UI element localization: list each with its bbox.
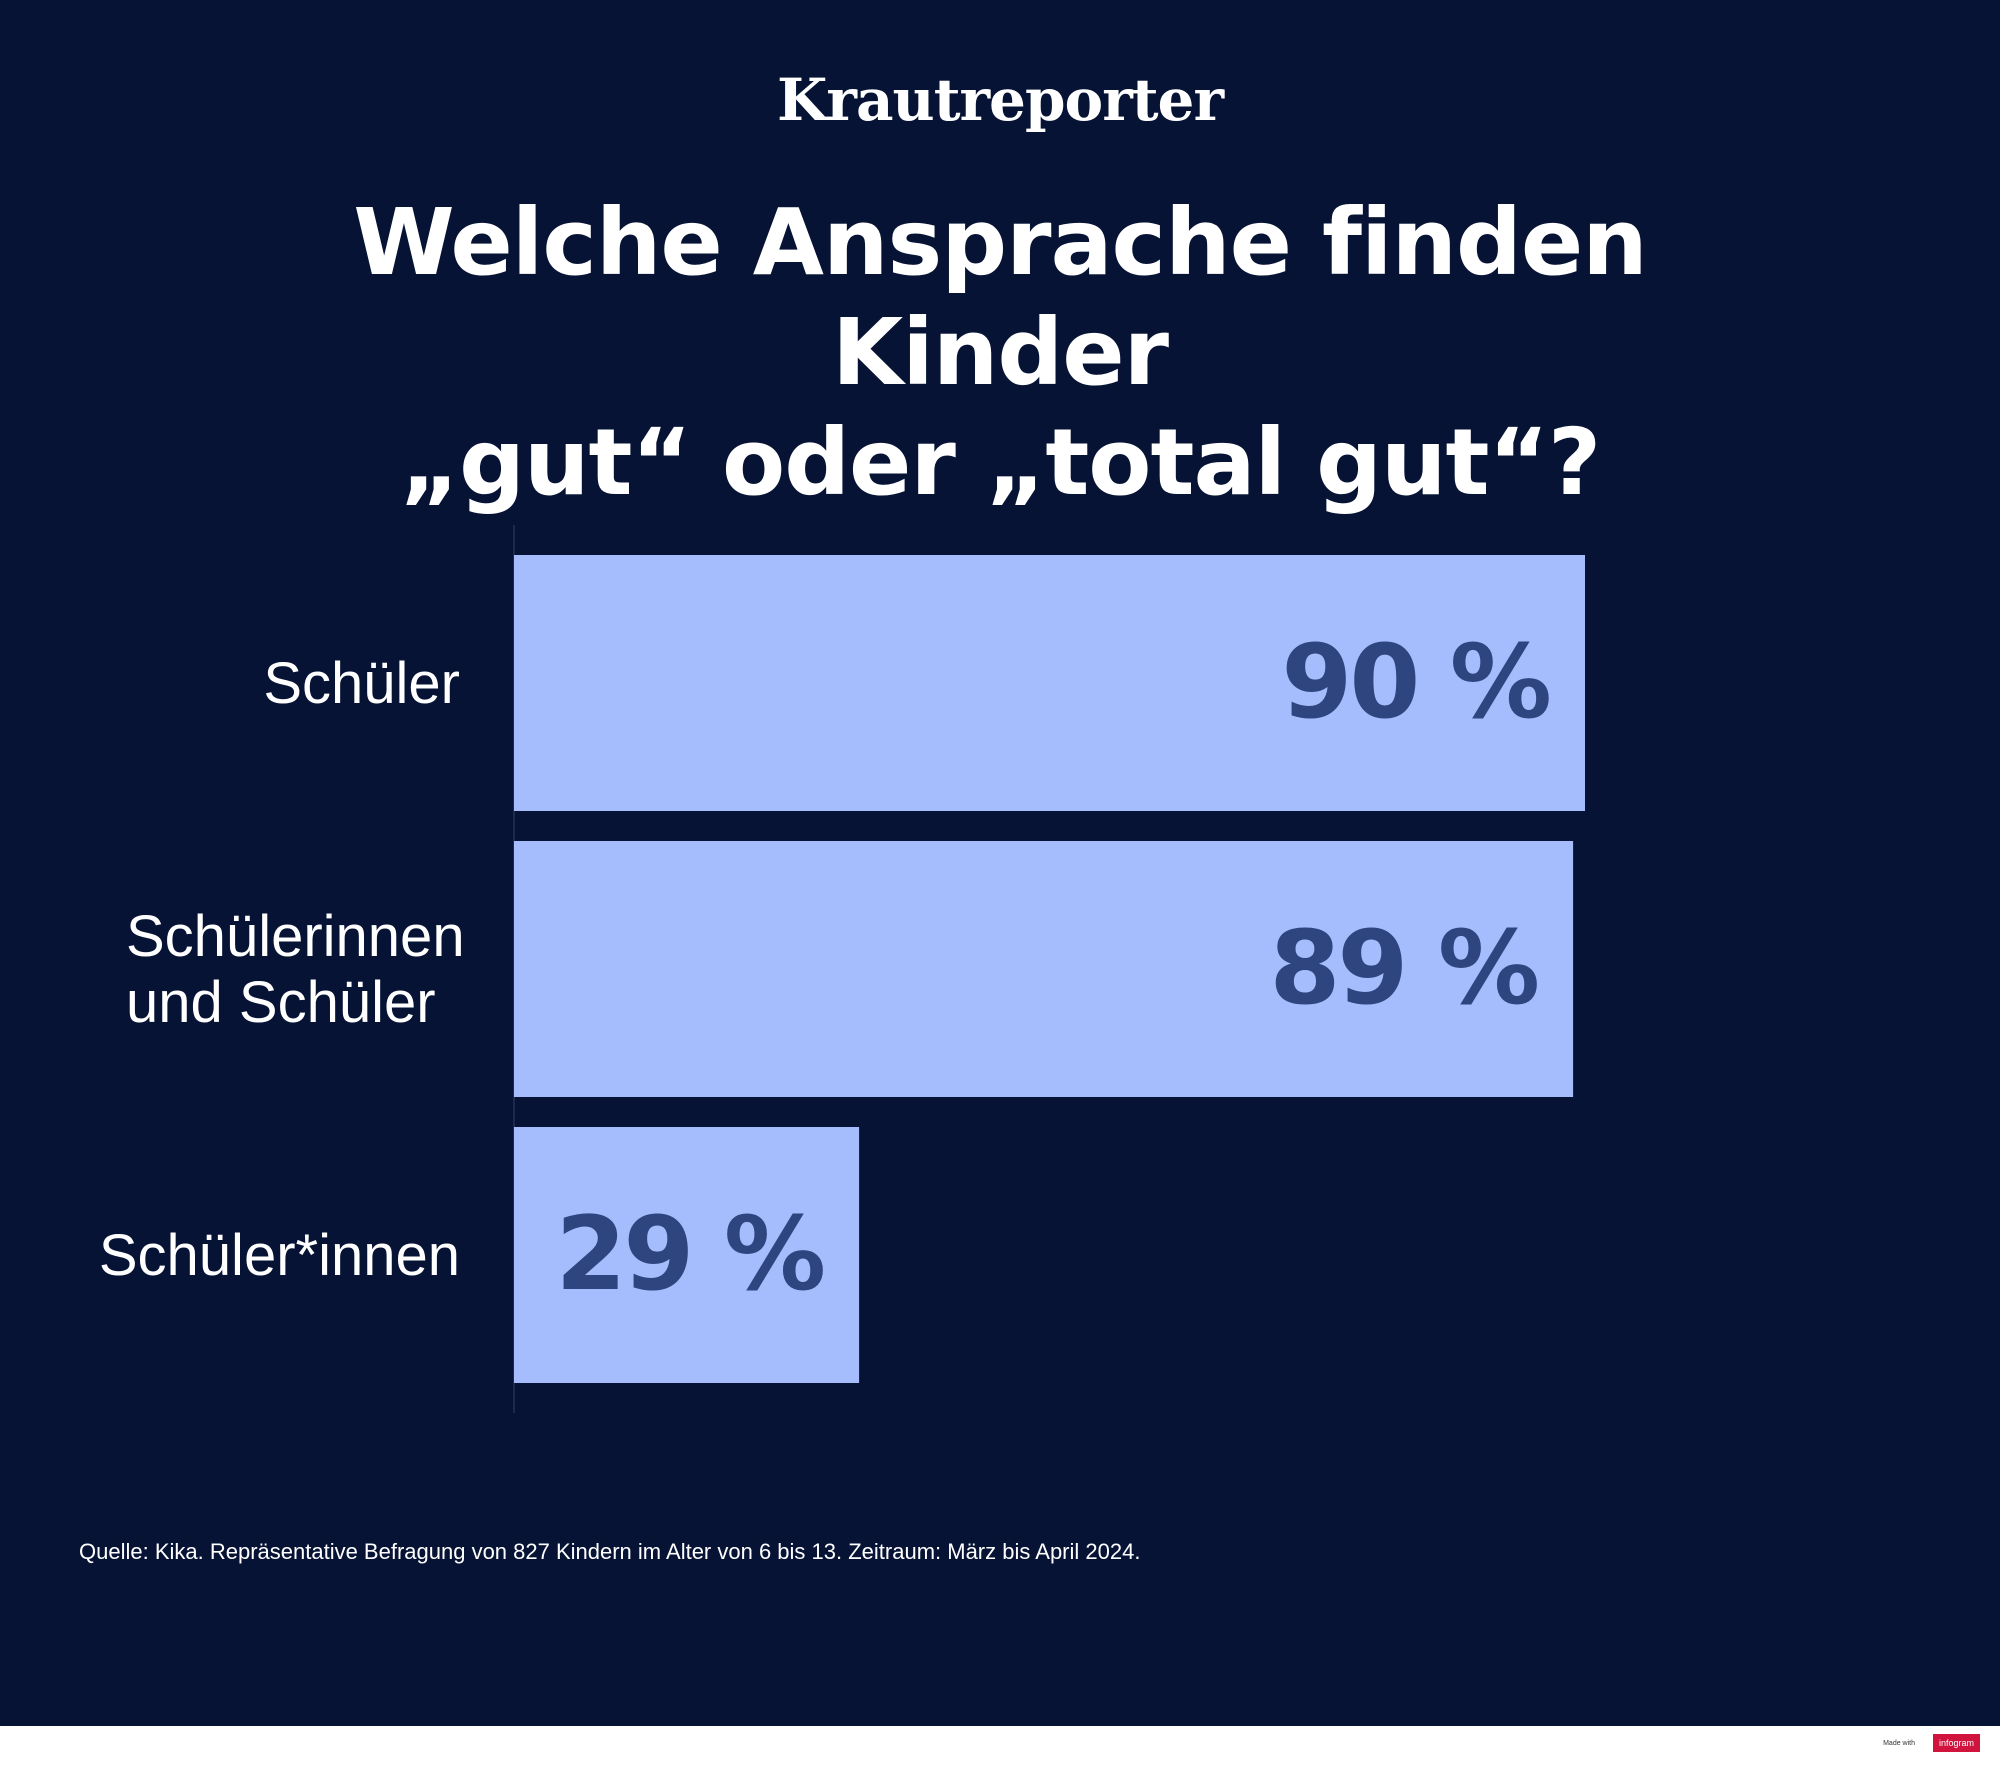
bar-2 xyxy=(514,841,1574,1097)
category-label-1: Schüler xyxy=(263,651,460,716)
chart-title-line-2: „gut“ oder „total gut“? xyxy=(399,409,1602,516)
bar-chart: 90 % Schüler 89 % Schülerinnen und Schüler 29… xyxy=(99,525,1585,1413)
chart-background: Krautreporter Welche Ansprache finden Ki… xyxy=(0,0,2000,1726)
category-label-line: Schüler xyxy=(263,651,460,716)
value-label-3: 29 % xyxy=(555,1195,823,1314)
value-label-2: 89 % xyxy=(1269,909,1537,1028)
brand-logo: Krautreporter xyxy=(776,66,1224,134)
chart-title: Welche Ansprache finden Kinder „gut“ ode… xyxy=(200,188,1800,518)
category-label-line: und Schüler xyxy=(126,970,436,1035)
source-note: Quelle: Kika. Repräsentative Befragung v… xyxy=(79,1539,1141,1564)
category-label-2: Schülerinnen und Schüler xyxy=(126,904,465,1035)
chart-title-line-1: Welche Ansprache finden Kinder xyxy=(353,189,1648,406)
bar-1 xyxy=(514,555,1585,811)
category-label-line: Schülerinnen xyxy=(126,904,465,969)
footer: Made with infogram xyxy=(0,1726,2000,1767)
category-label-line: Schüler*innen xyxy=(99,1223,460,1288)
value-label-1: 90 % xyxy=(1281,623,1549,742)
category-label-3: Schüler*innen xyxy=(99,1223,460,1288)
made-with-label: Made with xyxy=(1883,1740,1915,1747)
bar-3 xyxy=(514,1127,860,1383)
infogram-logo[interactable]: infogram xyxy=(1932,1734,1980,1752)
